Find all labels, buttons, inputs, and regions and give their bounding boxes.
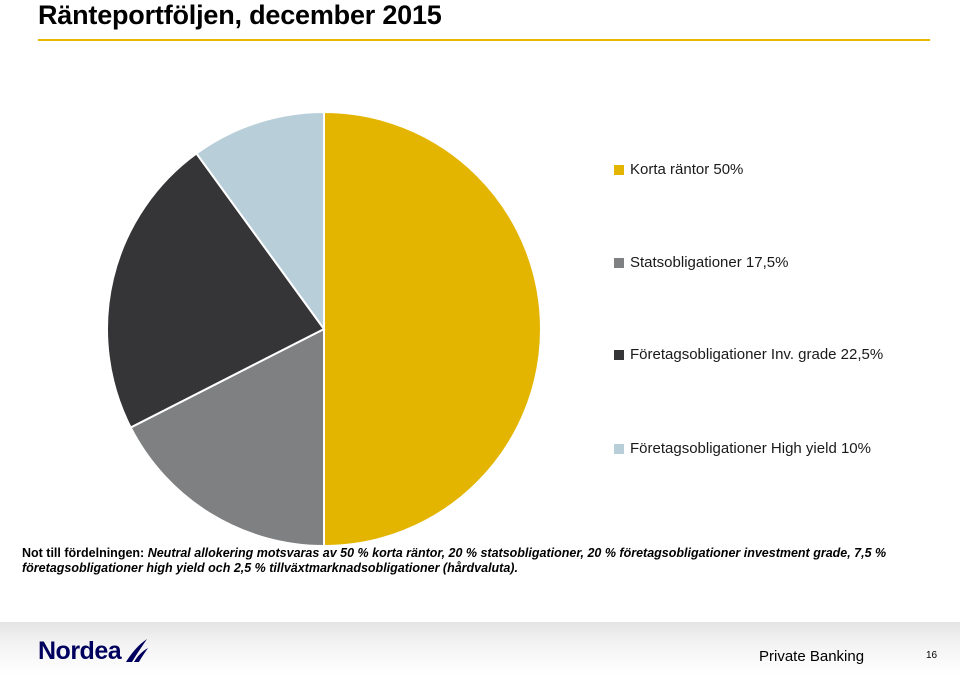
- title-divider: [38, 39, 930, 41]
- pie-slice-1: [129, 327, 325, 548]
- pie-slice-3: [195, 110, 325, 333]
- brand-name: Nordea: [38, 637, 122, 665]
- division-label: Private Banking: [759, 648, 865, 665]
- nordea-logo: Nordea: [38, 636, 149, 666]
- legend-item-inv-grade: Företagsobligationer Inv. grade 22,5%: [614, 346, 883, 363]
- allocation-note: Not till fördelningen: Neutral allokerin…: [22, 546, 952, 576]
- legend-swatch: [614, 349, 624, 360]
- legend-swatch: [614, 164, 624, 175]
- legend-swatch: [614, 443, 624, 454]
- legend-item-high-yield: Företagsobligationer High yield 10%: [614, 440, 871, 457]
- legend-label: Korta räntor 50%: [630, 161, 744, 178]
- note-label: Not till fördelningen:: [22, 546, 145, 560]
- note-text: Neutral allokering motsvaras av 50 % kor…: [22, 546, 887, 575]
- legend-label: Företagsobligationer High yield 10%: [630, 440, 871, 457]
- footer-band: [0, 622, 960, 676]
- chart-legend: Korta räntor 50% Statsobligationer 17,5%…: [614, 0, 954, 500]
- page-title: Ränteportföljen, december 2015: [38, 0, 442, 30]
- legend-item-statsobligationer: Statsobligationer 17,5%: [614, 254, 788, 271]
- pie-slice-0: [323, 110, 542, 548]
- legend-swatch: [614, 257, 624, 268]
- legend-label: Statsobligationer 17,5%: [630, 254, 789, 271]
- pie-slice-2: [106, 152, 326, 429]
- page-number: 16: [926, 650, 938, 661]
- legend-item-korta-rantor: Korta räntor 50%: [614, 161, 743, 178]
- legend-label: Företagsobligationer Inv. grade 22,5%: [630, 346, 884, 363]
- nordea-sail-icon: [126, 639, 149, 662]
